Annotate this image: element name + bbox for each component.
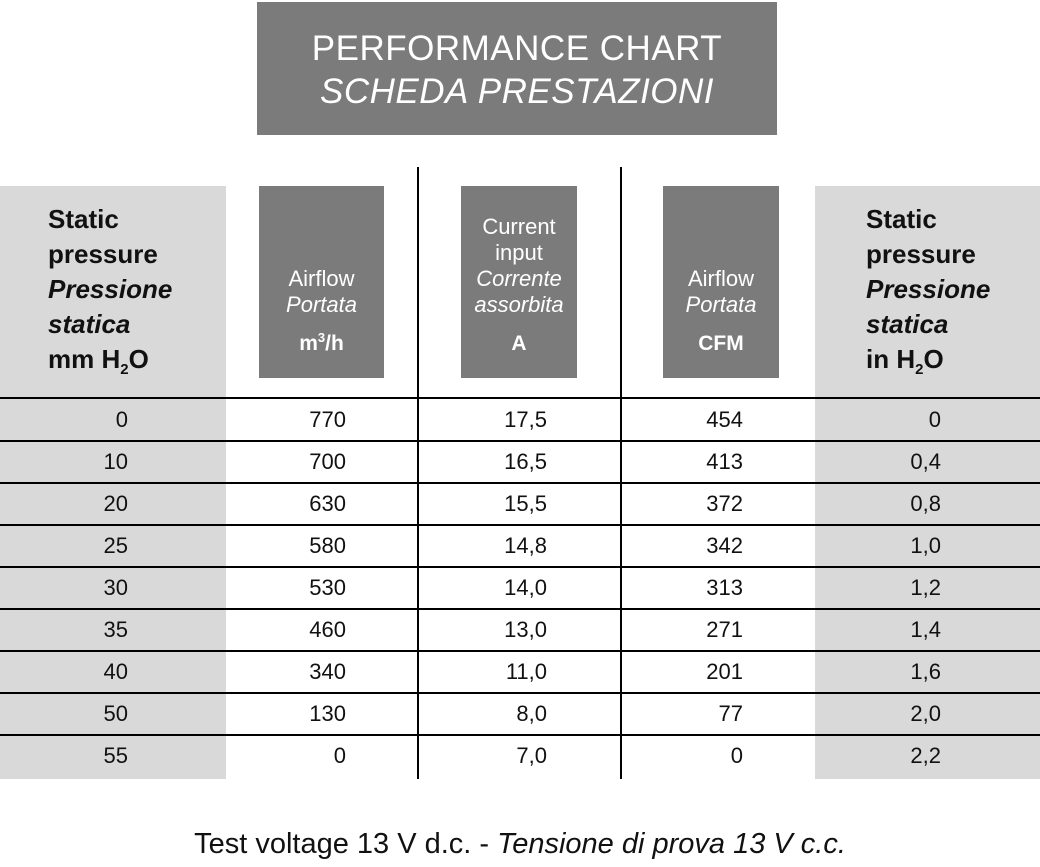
cell-airflow-cfm: 413 <box>706 449 743 474</box>
unit-ampere: A <box>511 332 527 355</box>
unit-mm-h2o: mm H2O <box>48 344 149 378</box>
header-airflow-m3h: Airflow Portata m3/h <box>259 186 384 378</box>
cell-airflow-m3h: 130 <box>309 701 346 726</box>
header-airflow-cfm: Airflow Portata CFM <box>663 186 779 378</box>
row-divider <box>0 566 1040 568</box>
unit-m3h: m3/h <box>299 330 344 355</box>
unit-cfm: CFM <box>698 332 744 355</box>
cell-airflow-m3h: 700 <box>309 449 346 474</box>
cell-airflow-m3h: 580 <box>309 533 346 558</box>
cell-static-pressure-in: 2,2 <box>910 743 941 768</box>
header-current-input: Current input Corrente assorbita A <box>461 186 577 378</box>
cell-static-pressure-mm: 50 <box>103 701 128 726</box>
cell-current-a: 11,0 <box>505 659 547 684</box>
cell-static-pressure-in: 0,4 <box>910 449 941 474</box>
cell-static-pressure-in: 2,0 <box>910 701 941 726</box>
chart-title-italian: SCHEDA PRESTAZIONI <box>319 72 715 111</box>
cell-current-a: 14,0 <box>504 575 547 600</box>
chart-title-box: PERFORMANCE CHART SCHEDA PRESTAZIONI <box>257 2 777 135</box>
cell-current-a: 8,0 <box>516 701 547 726</box>
cell-static-pressure-mm: 55 <box>103 743 128 768</box>
cell-airflow-m3h: 0 <box>333 743 346 768</box>
cell-airflow-cfm: 454 <box>706 407 743 432</box>
cell-static-pressure-mm: 25 <box>103 533 128 558</box>
cell-static-pressure-in: 1,2 <box>910 575 941 600</box>
cell-static-pressure-mm: 0 <box>115 407 128 432</box>
row-divider <box>0 524 1040 526</box>
cell-static-pressure-mm: 20 <box>103 491 128 516</box>
row-divider <box>0 608 1040 610</box>
row-divider <box>0 440 1040 442</box>
cell-current-a: 14,8 <box>504 533 547 558</box>
cell-current-a: 7,0 <box>516 743 547 768</box>
cell-static-pressure-in: 0 <box>928 407 941 432</box>
cell-current-a: 17,5 <box>504 407 547 432</box>
cell-airflow-cfm: 372 <box>706 491 743 516</box>
cell-airflow-m3h: 460 <box>309 617 346 642</box>
row-divider <box>0 734 1040 736</box>
cell-airflow-m3h: 340 <box>309 659 346 684</box>
cell-static-pressure-mm: 40 <box>103 659 128 684</box>
cell-static-pressure-mm: 30 <box>103 575 128 600</box>
column-divider <box>620 167 622 779</box>
row-divider <box>0 482 1040 484</box>
cell-airflow-cfm: 0 <box>730 743 743 768</box>
cell-static-pressure-mm: 35 <box>103 617 128 642</box>
header-static-pressure-mm: Static pressure Pressione statica mm H2O <box>48 204 173 378</box>
cell-airflow-m3h: 630 <box>309 491 346 516</box>
test-voltage-note: Test voltage 13 V d.c. - Tensione di pro… <box>194 828 846 860</box>
row-divider <box>0 692 1040 694</box>
cell-static-pressure-in: 1,6 <box>910 659 941 684</box>
cell-static-pressure-in: 0,8 <box>910 491 941 516</box>
cell-airflow-cfm: 271 <box>706 617 743 642</box>
cell-current-a: 13,0 <box>504 617 547 642</box>
header-static-pressure-in: Static pressure Pressione statica in H2O <box>866 204 991 378</box>
chart-title: PERFORMANCE CHART <box>311 29 723 68</box>
cell-airflow-cfm: 77 <box>718 701 743 726</box>
cell-airflow-cfm: 201 <box>706 659 743 684</box>
cell-airflow-cfm: 313 <box>706 575 743 600</box>
row-divider <box>0 650 1040 652</box>
unit-in-h2o: in H2O <box>866 344 944 378</box>
cell-current-a: 15,5 <box>504 491 547 516</box>
cell-static-pressure-in: 1,0 <box>910 533 941 558</box>
column-divider <box>417 167 419 779</box>
cell-current-a: 16,5 <box>504 449 547 474</box>
cell-airflow-m3h: 770 <box>309 407 346 432</box>
row-divider <box>0 397 1040 399</box>
cell-static-pressure-in: 1,4 <box>910 617 941 642</box>
cell-airflow-m3h: 530 <box>309 575 346 600</box>
cell-airflow-cfm: 342 <box>706 533 743 558</box>
cell-static-pressure-mm: 10 <box>103 449 128 474</box>
